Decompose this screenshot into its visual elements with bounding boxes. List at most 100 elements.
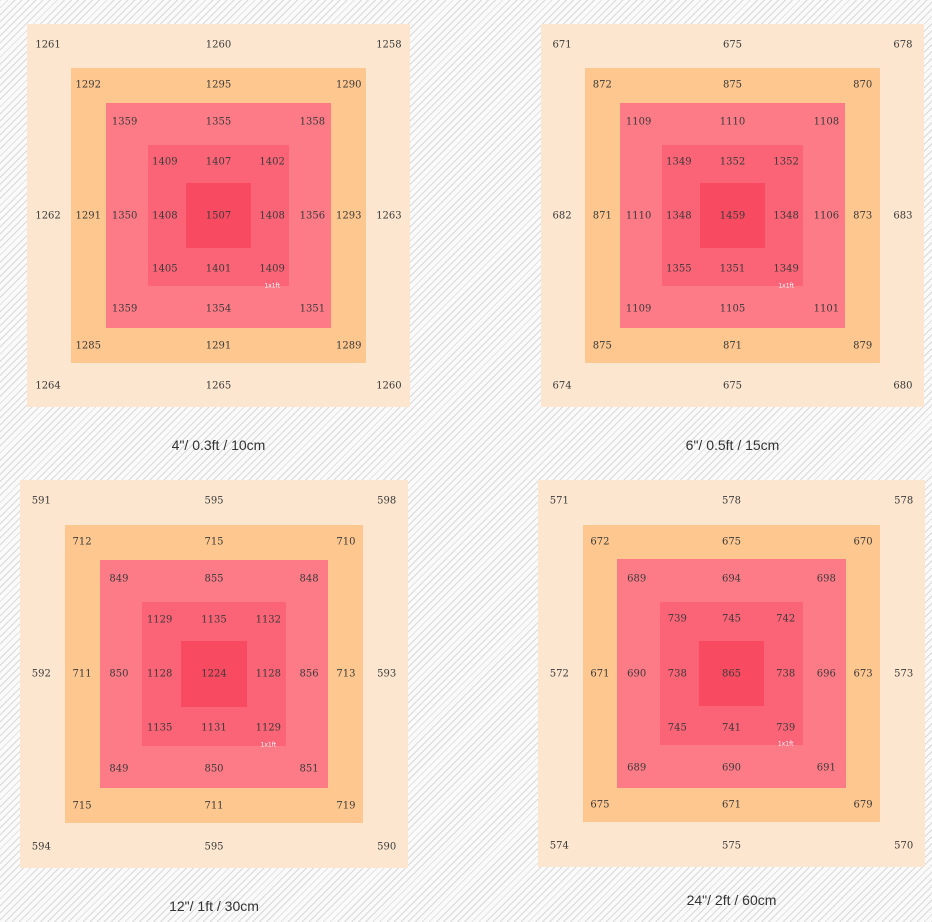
distance-caption: 6"/ 0.5ft / 15cm: [685, 437, 780, 453]
reading-value: 1128: [255, 668, 282, 680]
reading-value: 672: [590, 536, 610, 548]
reading-value: 1109: [625, 303, 652, 315]
reading-value: 1348: [773, 210, 799, 221]
reading-value: 1295: [205, 79, 232, 91]
reading-value: 1349: [773, 263, 799, 275]
reading-value: 690: [627, 668, 647, 679]
reading-value: 689: [627, 573, 647, 585]
reading-value: 591: [31, 495, 51, 507]
reading-value: 1128: [146, 668, 173, 680]
reading-value: 675: [722, 380, 743, 392]
reading-value: 1261: [35, 39, 61, 51]
reading-value: 573: [894, 668, 914, 679]
reading-value: 598: [377, 495, 397, 507]
reading-value: 1348: [666, 210, 692, 221]
reading-value: 870: [853, 79, 873, 91]
reading-value: 679: [853, 799, 873, 811]
reading-value: 1351: [719, 263, 746, 275]
reading-value: 1291: [75, 210, 101, 221]
reading-value: 1106: [813, 210, 840, 221]
reading-value: 698: [816, 573, 836, 585]
reading-value: 1262: [35, 210, 61, 221]
reading-value: 1291: [205, 340, 232, 352]
reading-value: 738: [776, 668, 796, 679]
reading-value: 711: [72, 668, 92, 680]
reading-value: 875: [722, 79, 743, 91]
reading-value: 742: [776, 613, 796, 625]
reading-value: 738: [667, 668, 687, 679]
reading-value: 1263: [376, 210, 402, 221]
reading-value: 872: [592, 79, 612, 91]
panel-15cm: 671 675 678 682 683 674 675 680 872 875 870 871 873 8…: [541, 24, 924, 407]
distance-caption: 4"/ 0.3ft / 10cm: [171, 437, 266, 453]
reading-value: 1405: [152, 263, 178, 275]
reading-value: 875: [592, 340, 612, 352]
reading-value: 593: [377, 668, 397, 680]
reading-value: 712: [72, 536, 92, 548]
reading-value: 1129: [255, 722, 282, 734]
center-reading: 865: [721, 668, 742, 679]
reading-value: 572: [549, 668, 569, 679]
reading-value: 592: [31, 668, 51, 680]
reading-value: 675: [722, 39, 743, 51]
reading-value: 1108: [813, 116, 840, 128]
reading-value: 1352: [719, 156, 746, 168]
reading-value: 682: [552, 210, 572, 221]
panel-30cm: 591 595 598 592 593 594 595 590 712 715 710 711 713 7…: [20, 480, 408, 868]
reading-value: 574: [549, 840, 569, 852]
area-label: 1x1ft: [777, 740, 794, 748]
reading-value: 674: [552, 380, 572, 392]
reading-value: 680: [893, 380, 913, 392]
center-reading: 1459: [719, 210, 746, 221]
reading-value: 879: [853, 340, 873, 352]
reading-value: 1293: [335, 210, 362, 221]
panel-60cm: 571 578 578 572 573 574 575 570 672 675 670 671 673 6…: [538, 480, 925, 867]
reading-value: 1408: [259, 210, 285, 221]
reading-value: 873: [853, 210, 873, 221]
reading-value: 711: [204, 800, 224, 812]
reading-value: 1131: [201, 722, 227, 734]
reading-value: 1260: [376, 380, 402, 392]
reading-value: 671: [590, 668, 610, 679]
reading-value: 578: [894, 495, 914, 507]
reading-value: 1355: [666, 263, 692, 275]
reading-value: 673: [853, 668, 873, 679]
reading-value: 1356: [299, 210, 326, 221]
reading-value: 578: [721, 495, 742, 507]
reading-value: 696: [816, 668, 836, 679]
reading-value: 678: [893, 39, 913, 51]
center-zone: [181, 641, 247, 707]
reading-value: 1135: [201, 614, 227, 626]
reading-value: 1258: [376, 39, 402, 51]
center-zone: [699, 182, 766, 249]
reading-value: 1132: [255, 614, 282, 626]
reading-value: 1110: [719, 116, 746, 128]
reading-value: 1401: [205, 263, 232, 275]
reading-value: 1349: [666, 156, 692, 168]
area-label: 1x1ft: [260, 741, 277, 749]
reading-value: 715: [72, 800, 92, 812]
reading-value: 694: [721, 573, 742, 585]
reading-value: 1110: [625, 210, 652, 221]
reading-value: 850: [204, 763, 224, 775]
reading-value: 745: [667, 722, 687, 734]
reading-value: 595: [204, 495, 224, 507]
center-zone: [185, 182, 252, 249]
reading-value: 715: [204, 536, 224, 548]
reading-value: 595: [204, 841, 224, 853]
reading-value: 856: [299, 668, 319, 680]
reading-value: 1407: [205, 156, 232, 168]
reading-value: 671: [552, 39, 572, 51]
reading-value: 850: [109, 668, 129, 680]
reading-value: 1292: [75, 79, 101, 91]
center-reading: 1224: [201, 668, 227, 680]
reading-value: 1355: [205, 116, 232, 128]
reading-value: 1358: [299, 116, 326, 128]
reading-value: 739: [667, 613, 687, 625]
reading-value: 690: [721, 762, 742, 774]
reading-value: 1264: [35, 380, 61, 392]
distance-caption: 24"/ 2ft / 60cm: [686, 892, 777, 908]
reading-value: 675: [721, 536, 742, 548]
distance-caption: 12"/ 1ft / 30cm: [169, 898, 259, 914]
reading-value: 849: [109, 573, 129, 585]
